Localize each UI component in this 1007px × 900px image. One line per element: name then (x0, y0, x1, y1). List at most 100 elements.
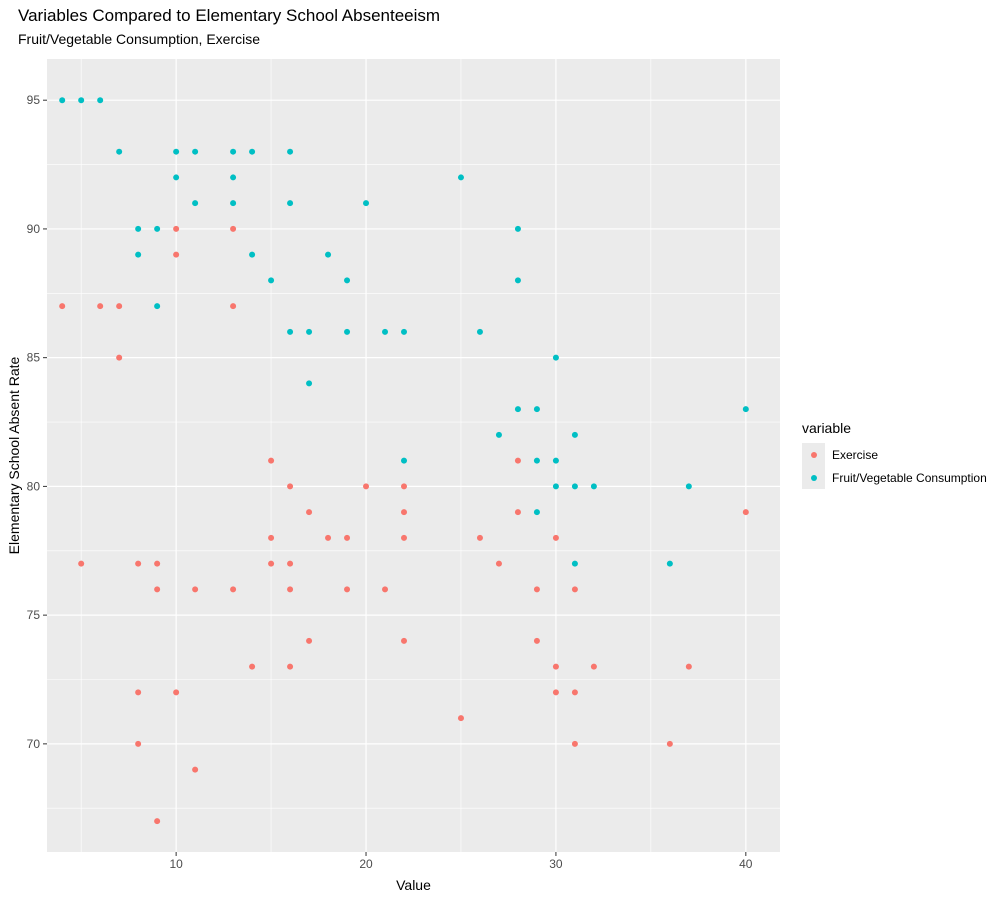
data-point-fruit-vegetable (306, 380, 313, 387)
data-point-exercise (344, 586, 351, 593)
data-point-exercise (287, 663, 294, 670)
data-point-exercise (192, 766, 199, 773)
data-point-exercise (135, 560, 142, 567)
y-tick-label: 70 (27, 737, 41, 751)
legend-key (802, 443, 825, 466)
data-point-fruit-vegetable (590, 483, 597, 490)
data-point-fruit-vegetable (495, 431, 502, 438)
data-point-fruit-vegetable (78, 97, 85, 104)
data-point-exercise (742, 509, 749, 516)
data-point-exercise (230, 586, 237, 593)
legend-key (802, 466, 825, 489)
data-point-fruit-vegetable (135, 225, 142, 232)
data-points (59, 97, 749, 825)
data-point-fruit-vegetable (685, 483, 692, 490)
data-point-exercise (287, 586, 294, 593)
data-point-fruit-vegetable (249, 251, 256, 258)
legend-item-exercise: Exercise (802, 443, 987, 466)
y-tick-label: 75 (27, 608, 41, 622)
y-axis: 70 75 80 85 90 95 (27, 93, 47, 751)
data-point-fruit-vegetable (230, 200, 237, 207)
data-point-exercise (325, 534, 332, 541)
data-point-exercise (571, 689, 578, 696)
data-point-fruit-vegetable (192, 148, 199, 155)
data-point-exercise (514, 509, 521, 516)
data-point-exercise (382, 586, 389, 593)
data-point-fruit-vegetable (401, 457, 408, 464)
y-tick-label: 80 (27, 479, 41, 493)
data-point-fruit-vegetable (116, 148, 123, 155)
data-point-fruit-vegetable (173, 174, 180, 181)
data-point-exercise (230, 225, 237, 232)
chart-title: Variables Compared to Elementary School … (18, 6, 441, 25)
data-point-exercise (116, 303, 123, 310)
data-point-fruit-vegetable (230, 174, 237, 181)
data-point-exercise (154, 818, 161, 825)
data-point-fruit-vegetable (742, 406, 749, 413)
data-point-exercise (268, 560, 275, 567)
data-point-fruit-vegetable (533, 457, 540, 464)
data-point-exercise (363, 483, 370, 490)
data-point-fruit-vegetable (192, 200, 199, 207)
data-point-exercise (552, 534, 559, 541)
data-point-exercise (571, 586, 578, 593)
data-point-exercise (552, 689, 559, 696)
data-point-fruit-vegetable (552, 457, 559, 464)
data-point-fruit-vegetable (59, 97, 66, 104)
data-point-fruit-vegetable (571, 431, 578, 438)
data-point-fruit-vegetable (363, 200, 370, 207)
legend-label: Fruit/Vegetable Consumption (832, 470, 987, 485)
data-point-exercise (154, 586, 161, 593)
data-point-exercise (457, 715, 464, 722)
data-point-fruit-vegetable (268, 277, 275, 284)
x-tick-label: 40 (739, 857, 753, 871)
data-point-exercise (666, 740, 673, 747)
data-point-exercise (571, 740, 578, 747)
data-point-fruit-vegetable (249, 148, 256, 155)
data-point-exercise (401, 534, 408, 541)
y-axis-label: Elementary School Absent Rate (6, 356, 22, 554)
data-point-exercise (344, 534, 351, 541)
data-point-exercise (401, 483, 408, 490)
data-point-exercise (495, 560, 502, 567)
data-point-exercise (401, 637, 408, 644)
data-point-exercise (533, 637, 540, 644)
x-axis-label: Value (396, 877, 431, 893)
major-gridlines (47, 59, 780, 852)
data-point-exercise (401, 509, 408, 516)
data-point-exercise (97, 303, 104, 310)
data-point-exercise (287, 483, 294, 490)
data-point-fruit-vegetable (666, 560, 673, 567)
data-point-fruit-vegetable (514, 225, 521, 232)
data-point-exercise (552, 663, 559, 670)
data-point-fruit-vegetable (173, 148, 180, 155)
data-point-fruit-vegetable (552, 354, 559, 361)
data-point-fruit-vegetable (344, 328, 351, 335)
data-point-exercise (533, 586, 540, 593)
data-point-exercise (173, 689, 180, 696)
data-point-fruit-vegetable (533, 406, 540, 413)
data-point-fruit-vegetable (230, 148, 237, 155)
data-point-fruit-vegetable (154, 303, 161, 310)
data-point-fruit-vegetable (325, 251, 332, 258)
data-point-exercise (192, 586, 199, 593)
data-point-exercise (173, 251, 180, 258)
legend-dot-icon (811, 475, 817, 481)
data-point-fruit-vegetable (514, 277, 521, 284)
data-point-exercise (268, 534, 275, 541)
data-point-exercise (154, 560, 161, 567)
data-point-fruit-vegetable (154, 225, 161, 232)
data-point-exercise (514, 457, 521, 464)
data-point-exercise (306, 637, 313, 644)
data-point-fruit-vegetable (571, 483, 578, 490)
data-point-fruit-vegetable (401, 328, 408, 335)
legend-title: variable (802, 420, 852, 436)
data-point-exercise (306, 509, 313, 516)
y-tick-label: 90 (27, 222, 41, 236)
data-point-fruit-vegetable (552, 483, 559, 490)
data-point-exercise (135, 689, 142, 696)
legend-dot-icon (811, 452, 817, 458)
data-point-fruit-vegetable (287, 328, 294, 335)
data-point-exercise (78, 560, 85, 567)
